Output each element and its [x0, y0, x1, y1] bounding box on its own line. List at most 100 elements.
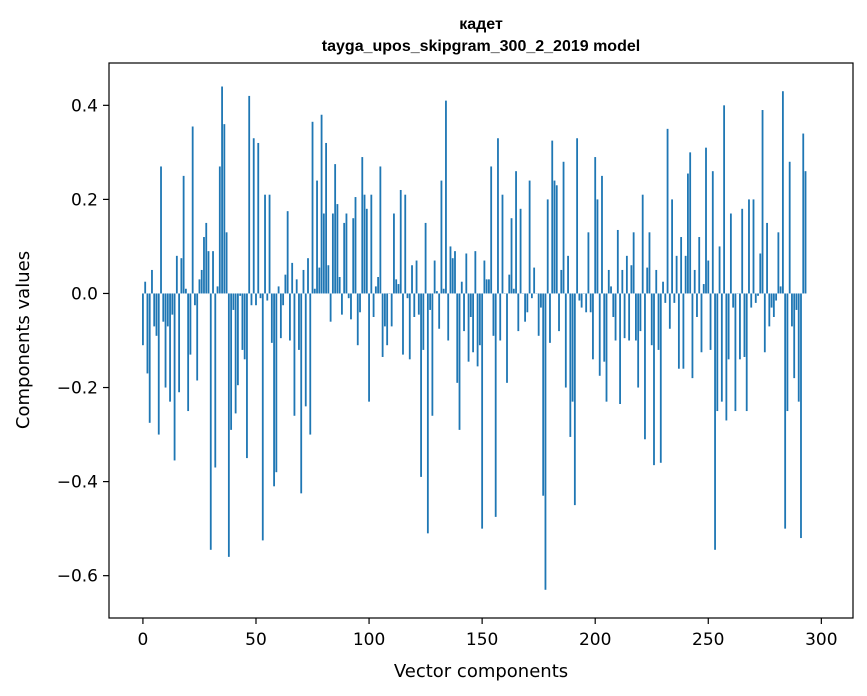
bar [680, 237, 683, 294]
y-tick-label: 0.4 [71, 96, 98, 116]
bar [623, 293, 626, 339]
bar [282, 293, 285, 306]
bar [445, 100, 447, 294]
bar [449, 246, 452, 294]
bar [687, 173, 689, 294]
bar [252, 138, 255, 294]
bar [741, 208, 744, 294]
bar [476, 293, 479, 367]
bar [259, 293, 262, 299]
bar [666, 128, 669, 294]
bar [246, 293, 248, 459]
bar [720, 293, 723, 402]
bar [499, 293, 502, 341]
bar [653, 293, 655, 466]
bar [797, 293, 800, 402]
bar [639, 293, 642, 332]
bar [725, 293, 728, 421]
bar [331, 213, 334, 294]
bar [426, 293, 429, 534]
bar [255, 293, 257, 306]
bar [492, 293, 495, 336]
bar [381, 293, 384, 357]
bar [180, 258, 183, 294]
bar [662, 281, 664, 294]
bar [257, 142, 260, 294]
bar [237, 293, 239, 386]
bar [313, 288, 316, 294]
bar [691, 293, 694, 379]
y-tick-label: 0.2 [71, 190, 98, 210]
bar [671, 199, 673, 294]
bar [291, 262, 294, 294]
bar [754, 293, 757, 303]
bar [637, 293, 640, 388]
bar [533, 267, 536, 294]
bar [635, 293, 637, 341]
bar [368, 293, 370, 402]
bar [365, 208, 368, 294]
bar [203, 237, 205, 294]
x-tick-label: 250 [692, 630, 724, 650]
bar [411, 265, 413, 294]
bar [752, 199, 755, 294]
bar [734, 293, 737, 412]
bar [350, 293, 352, 320]
bar [592, 293, 594, 360]
bar [707, 260, 710, 294]
bar [417, 293, 420, 315]
bar [431, 293, 434, 416]
bar [207, 251, 210, 294]
bar [632, 232, 635, 294]
bar [309, 293, 312, 435]
bar [298, 293, 300, 350]
bar [573, 293, 576, 506]
bar [352, 218, 355, 294]
bar [650, 293, 653, 346]
bar [422, 293, 425, 350]
bar [603, 293, 606, 362]
bar [474, 251, 477, 294]
bar [530, 293, 533, 299]
bar [142, 293, 144, 346]
bar [295, 279, 298, 294]
bar [302, 269, 305, 294]
bar [386, 293, 389, 346]
bar [693, 269, 696, 294]
bar [549, 293, 551, 343]
bar [171, 293, 174, 315]
bar [564, 293, 567, 388]
bar [646, 267, 649, 294]
bar [316, 180, 318, 294]
bar [440, 180, 443, 294]
bar [273, 293, 275, 487]
bar-series [142, 86, 807, 590]
bar [243, 293, 246, 360]
bar [700, 293, 703, 353]
bar [230, 293, 233, 430]
bar [248, 95, 251, 294]
x-tick-label: 50 [245, 630, 267, 650]
bar [786, 293, 789, 412]
bar [804, 171, 807, 294]
bar [576, 138, 579, 294]
bar [429, 293, 432, 310]
bar [644, 293, 646, 440]
bar [714, 293, 716, 550]
bar [300, 293, 303, 494]
bar [488, 279, 490, 294]
bar [404, 194, 407, 294]
y-tick-label: 0.0 [71, 284, 98, 304]
bar [341, 293, 343, 315]
bar [791, 293, 793, 327]
bar [519, 208, 522, 294]
y-axis-label: Components values [13, 251, 34, 429]
bar [456, 293, 459, 383]
bar [383, 293, 386, 327]
bar [347, 293, 350, 299]
bar [266, 293, 269, 301]
bar [261, 293, 264, 541]
bar [241, 293, 244, 350]
bar [510, 218, 513, 294]
bar [544, 293, 547, 590]
